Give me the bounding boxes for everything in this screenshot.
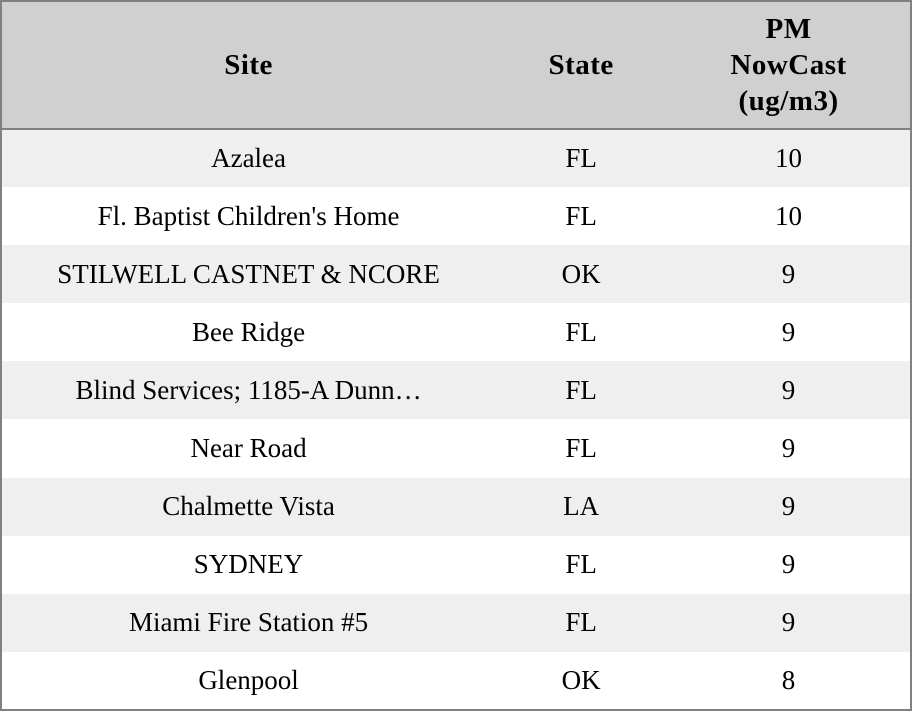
cell-state: FL: [565, 549, 597, 580]
pm-header-line-2: NowCast: [730, 48, 847, 81]
cell-site: Chalmette Vista: [162, 491, 335, 522]
cell-site: SYDNEY: [193, 549, 304, 580]
cell-pm-value: 10: [775, 143, 803, 174]
header-row: Site State PM NowCast (ug/m3): [1, 1, 911, 130]
cell-site: Fl. Baptist Children's Home: [97, 200, 400, 231]
cell-pm-value: 9: [781, 549, 796, 580]
table-row: Near Road FL 9: [1, 419, 911, 478]
table-row: Blind Services; 1185-A Dunn… FL 9: [1, 361, 911, 420]
cell-state: FL: [565, 607, 597, 638]
column-header-pm-nowcast: PM NowCast (ug/m3): [667, 1, 911, 130]
cell-pm-value: 9: [781, 374, 796, 405]
table-row: Azalea FL 10: [1, 129, 911, 188]
cell-state: FL: [565, 200, 597, 231]
cell-site: Blind Services; 1185-A Dunn…: [75, 374, 422, 405]
cell-state: FL: [565, 316, 597, 347]
table-row: Miami Fire Station #5 FL 9: [1, 593, 911, 652]
cell-state: OK: [561, 258, 601, 289]
pm-header-line-3: (ug/m3): [738, 85, 839, 118]
cell-pm-value: 9: [781, 258, 796, 289]
cell-state: LA: [563, 491, 600, 522]
cell-state: FL: [565, 433, 597, 464]
cell-state: OK: [561, 664, 601, 695]
cell-site: Azalea: [211, 143, 287, 174]
pm-header-line-1: PM: [765, 12, 812, 45]
table-row: STILWELL CASTNET & NCORE OK 9: [1, 245, 911, 304]
cell-pm-value: 9: [781, 316, 796, 347]
table-row: Bee Ridge FL 9: [1, 303, 911, 362]
table-row: SYDNEY FL 9: [1, 535, 911, 594]
cell-site: Glenpool: [198, 664, 299, 695]
cell-site: STILWELL CASTNET & NCORE: [57, 258, 440, 289]
cell-pm-value: 10: [775, 200, 803, 231]
cell-state: FL: [565, 374, 597, 405]
cell-site: Bee Ridge: [191, 316, 306, 347]
table-row: Glenpool OK 8: [1, 651, 911, 710]
table-header: Site State PM NowCast (ug/m3): [1, 1, 911, 130]
cell-pm-value: 9: [781, 433, 796, 464]
table-row: Chalmette Vista LA 9: [1, 477, 911, 536]
cell-site: Near Road: [190, 433, 307, 464]
cell-site: Miami Fire Station #5: [128, 607, 369, 638]
cell-pm-value: 9: [781, 607, 796, 638]
cell-pm-value: 9: [781, 491, 796, 522]
cell-pm-value: 8: [781, 664, 796, 695]
column-header-site: Site: [1, 1, 496, 130]
column-header-state: State: [495, 1, 668, 130]
table-row: Fl. Baptist Children's Home FL 10: [1, 187, 911, 246]
cell-state: FL: [565, 143, 597, 174]
table-body: Azalea FL 10 Fl. Baptist Children's Home…: [1, 129, 911, 710]
